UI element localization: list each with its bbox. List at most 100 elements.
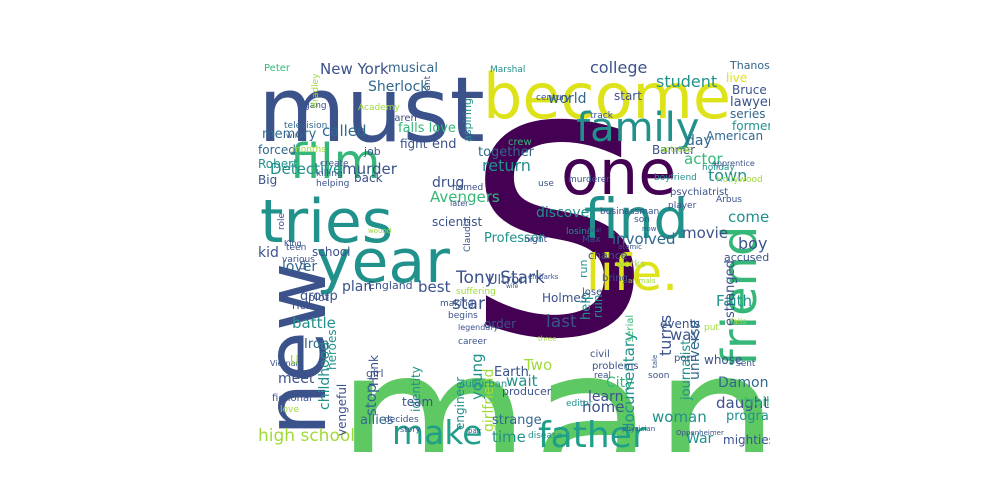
cloud-word: helping — [316, 179, 350, 189]
cloud-word: called — [322, 122, 367, 140]
cloud-word: City — [606, 375, 634, 391]
cloud-word: century — [536, 93, 571, 103]
cloud-word: three — [538, 335, 557, 343]
cloud-word: job — [364, 145, 381, 158]
cloud-word: Professor — [484, 231, 545, 246]
cloud-word: team — [402, 395, 434, 409]
cloud-word: year — [316, 227, 450, 297]
cloud-word: run — [577, 259, 590, 278]
cloud-word: Detective — [270, 160, 343, 178]
cloud-word: problems — [592, 361, 639, 372]
cloud-word: holiday — [702, 163, 735, 173]
cloud-word: boyfriend — [654, 173, 697, 183]
cloud-word: film — [290, 134, 381, 190]
cloud-word: Claudia — [463, 218, 473, 252]
cloud-word: home — [582, 398, 625, 416]
cloud-word: teen — [286, 243, 307, 253]
cloud-word: disease — [528, 431, 563, 441]
cloud-word: star — [452, 294, 485, 314]
cloud-word: kid — [258, 245, 279, 261]
cloud-word: trail — [744, 395, 770, 410]
cloud-word: documentary — [620, 332, 638, 432]
cloud-word: Peter — [264, 63, 291, 74]
cloud-word: suburban — [460, 379, 508, 390]
cloud-word: day — [686, 133, 712, 149]
cloud-word: strange — [492, 413, 542, 428]
cloud-word: best — [418, 278, 451, 296]
cloud-word: businessman — [600, 207, 660, 217]
cloud-word: plan — [342, 279, 373, 295]
cloud-word: woman — [652, 408, 707, 426]
cloud-word: War — [686, 431, 714, 447]
cloud-word: school — [312, 245, 351, 259]
cloud-word: television — [284, 121, 328, 131]
cloud-word: bring — [602, 273, 628, 284]
cloud-word: win — [286, 131, 300, 140]
cloud-word: story — [400, 425, 421, 434]
cloud-word: editor — [566, 399, 593, 409]
cloud-word: animals — [628, 277, 656, 285]
cloud-word: boy — [738, 234, 768, 253]
cloud-word: time — [492, 428, 526, 446]
cloud-word: Avengers — [430, 188, 500, 206]
cloud-word: learn — [588, 389, 624, 405]
cloud-word: Iron — [304, 337, 330, 352]
cloud-word: drug — [432, 175, 465, 191]
cloud-word: Damon — [718, 375, 769, 391]
cloud-word: tries — [260, 187, 394, 257]
cloud-word: allies — [360, 413, 394, 428]
cloud-word: suffering — [456, 287, 496, 297]
cloud-word: physician — [622, 425, 656, 433]
cloud-word: son — [634, 215, 650, 225]
cloud-word: atomic — [618, 243, 642, 251]
cloud-word: vengeful — [335, 383, 349, 436]
cloud-word: whose — [704, 353, 743, 367]
cloud-word: end — [432, 137, 457, 152]
cloud-word: tale — [651, 354, 659, 368]
cloud-word: man — [336, 305, 770, 453]
cloud-word: chance — [588, 249, 628, 262]
cloud-word: Holmes — [542, 291, 588, 305]
cloud-word: mightiest — [723, 433, 770, 447]
cloud-word: Karen — [388, 113, 417, 124]
cloud-word: apprentice — [712, 159, 755, 168]
cloud-word: murderer — [568, 175, 611, 185]
cloud-word: lose — [582, 287, 603, 298]
cloud-word: Big — [258, 173, 278, 187]
cloud-word: Faith — [716, 292, 752, 310]
cloud-word: Bradley — [311, 73, 321, 108]
cloud-word: final — [588, 227, 601, 234]
cloud-word: musical — [388, 61, 439, 76]
cloud-word: plot — [308, 291, 330, 304]
cloud-word: lover — [282, 259, 318, 275]
cloud-word: fictional — [272, 393, 312, 404]
cloud-word: gang — [304, 101, 327, 111]
cloud-word: Robert — [258, 157, 298, 171]
cloud-word: S — [466, 66, 651, 403]
cloud-word: student — [656, 72, 718, 91]
cloud-word: Sherlock — [368, 79, 429, 95]
cloud-word: aspiring — [461, 97, 474, 142]
cloud-word: battle — [292, 314, 336, 332]
cloud-word: later — [450, 199, 469, 208]
cloud-word: journalist — [679, 339, 694, 400]
cloud-word: making — [440, 299, 474, 309]
cloud-word: wife — [506, 283, 519, 290]
cloud-word: pair — [468, 427, 482, 435]
cloud-word: named — [452, 183, 484, 193]
cloud-word: night — [524, 235, 548, 245]
cloud-word: Max — [582, 235, 601, 245]
cloud-word: role — [277, 212, 287, 230]
cloud-word: now — [642, 225, 657, 233]
cloud-word: former — [732, 119, 770, 133]
cloud-word: murder — [342, 160, 397, 178]
cloud-word: heroes — [325, 329, 339, 370]
cloud-word: memory — [262, 127, 317, 142]
cloud-word: psychiatrist — [670, 187, 729, 198]
cloud-word: start — [614, 89, 642, 103]
cloud-word: Oppenheimer — [676, 429, 724, 437]
cloud-word: begins — [448, 311, 478, 321]
cloud-word: life. — [586, 244, 679, 302]
cloud-word: falls love — [398, 121, 456, 136]
